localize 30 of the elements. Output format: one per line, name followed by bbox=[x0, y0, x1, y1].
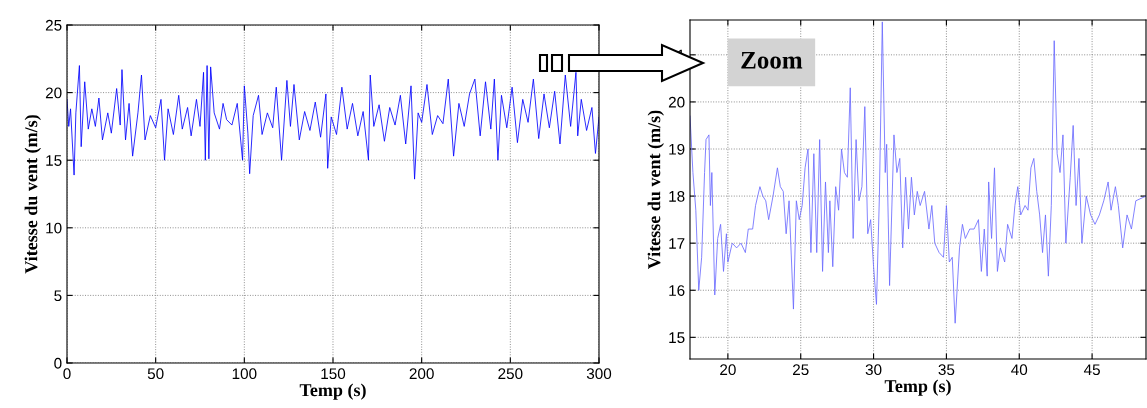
annotation: Zoom bbox=[741, 52, 803, 69]
x-tick-label: 35 bbox=[938, 364, 955, 376]
line-series bbox=[67, 65, 599, 180]
x-axis-title: Temp (s) bbox=[299, 383, 366, 400]
y-tick-label: 10 bbox=[46, 222, 62, 234]
x-tick-label: 20 bbox=[720, 364, 736, 376]
y-tick-label: 15 bbox=[669, 332, 685, 344]
x-tick-label: 45 bbox=[1083, 364, 1100, 376]
y-tick-label: 19 bbox=[669, 143, 685, 155]
y-tick-label: 17 bbox=[669, 238, 685, 249]
y-tick-label: 18 bbox=[669, 190, 685, 202]
y-tick-label: 20 bbox=[45, 87, 62, 99]
x-tick-label: 150 bbox=[321, 368, 346, 380]
y-tick-label: 16 bbox=[669, 285, 685, 296]
x-axis-title: Temp (s) bbox=[884, 379, 951, 396]
x-tick-label: 40 bbox=[1011, 364, 1028, 376]
y-tick-label: 15 bbox=[46, 155, 62, 166]
x-tick-label: 30 bbox=[865, 364, 882, 376]
y-tick-label: 20 bbox=[668, 96, 685, 108]
y-tick-label: 25 bbox=[45, 19, 62, 31]
x-tick-label: 200 bbox=[409, 368, 434, 380]
y-axis-title: Vitesse du vent (m/s) bbox=[24, 115, 41, 274]
y-tick-label: 5 bbox=[54, 290, 62, 302]
x-tick-label: 300 bbox=[586, 368, 612, 380]
x-tick-label: 0 bbox=[63, 368, 71, 380]
x-tick-label: 100 bbox=[232, 368, 257, 380]
x-tick-label: 25 bbox=[792, 364, 809, 376]
x-tick-label: 250 bbox=[498, 368, 523, 380]
y-axis-title: Vitesse du vent (m/s) bbox=[647, 110, 664, 269]
x-tick-label: 50 bbox=[147, 368, 164, 380]
